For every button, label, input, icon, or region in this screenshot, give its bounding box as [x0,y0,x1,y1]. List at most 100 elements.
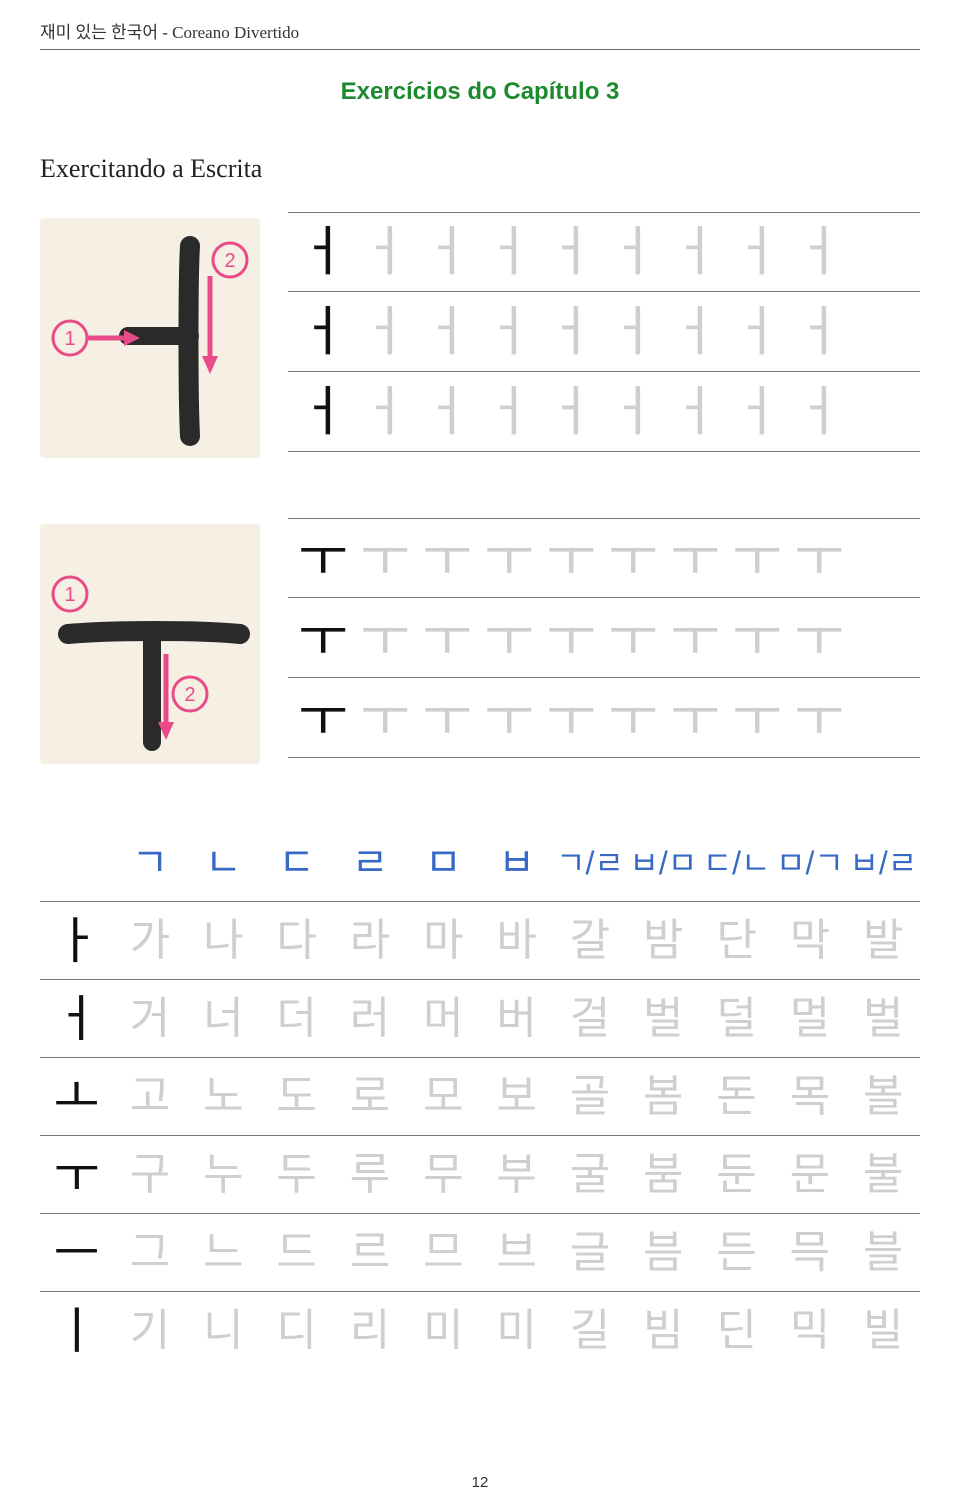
stroke-diagram: 1 2 [40,218,260,458]
syllable-cell: 르 [333,1231,406,1275]
syllable-cell: 붐 [627,1153,700,1197]
syllable-cell: 믹 [773,1309,846,1353]
syllable-cell: 믁 [773,1231,846,1275]
syllable-cell: 막 [773,919,846,963]
column-header: ㄴ [187,843,260,883]
section-title: Exercitando a Escrita [40,154,920,184]
syllable-cell: 나 [187,919,260,963]
trace-glyph-light: ㅓ [416,385,478,439]
syllable-cell: 고 [113,1075,186,1119]
trace-glyph-light: ㅜ [478,531,540,585]
syllable-cell: 라 [333,919,406,963]
practice-block: 1 2 ㅓㅓㅓㅓㅓㅓㅓㅓㅓㅓㅓㅓㅓㅓㅓㅓㅓㅓㅓㅓㅓㅓㅓㅓㅓㅓㅓ [40,212,920,458]
trace-glyph-light: ㅜ [602,691,664,745]
stroke-diagram: 1 2 [40,524,260,764]
trace-glyph-light: ㅓ [602,305,664,359]
trace-glyph-light: ㅓ [354,305,416,359]
syllable-cell: 거 [113,997,186,1041]
table-row: ㅏ가나다라마바갈밤단막발 [40,902,920,980]
syllable-cell: 두 [260,1153,333,1197]
practice-line: ㅓㅓㅓㅓㅓㅓㅓㅓㅓ [288,212,920,292]
syllable-cell: 둔 [700,1153,773,1197]
practice-rows: ㅓㅓㅓㅓㅓㅓㅓㅓㅓㅓㅓㅓㅓㅓㅓㅓㅓㅓㅓㅓㅓㅓㅓㅓㅓㅓㅓ [288,212,920,452]
column-header: ㄷ [260,843,333,883]
syllable-cell: 단 [700,919,773,963]
practice-rows: ㅜㅜㅜㅜㅜㅜㅜㅜㅜㅜㅜㅜㅜㅜㅜㅜㅜㅜㅜㅜㅜㅜㅜㅜㅜㅜㅜ [288,518,920,758]
header-rule [40,49,920,50]
trace-glyph-light: ㅓ [788,305,850,359]
table-row: ㅣ기니디리미미길빔딘믹빌 [40,1292,920,1370]
syllable-cell: 미 [480,1309,553,1353]
table-row: ㅗ고노도로모보골봄돈목볼 [40,1058,920,1136]
column-header: ㅁ/ㄱ [773,847,846,879]
trace-glyph-light: ㅓ [664,225,726,279]
syllable-cell: 버 [480,997,553,1041]
table-row: ㅓ거너더러머버걸벌덜멀벌 [40,980,920,1058]
column-header: ㅂ [480,843,553,883]
trace-glyph-light: ㅓ [788,385,850,439]
table-row: ㅜ구누두루무부굴붐둔문불 [40,1136,920,1214]
trace-glyph-dark: ㅜ [292,691,354,745]
trace-glyph-light: ㅓ [788,225,850,279]
syllable-cell: 드 [260,1231,333,1275]
syllable-cell: 바 [480,919,553,963]
trace-glyph-light: ㅓ [602,225,664,279]
row-header: ㅜ [40,1150,113,1200]
syllable-cell: 로 [333,1075,406,1119]
practice-line: ㅓㅓㅓㅓㅓㅓㅓㅓㅓ [288,372,920,452]
syllable-cell: 루 [333,1153,406,1197]
trace-glyph-light: ㅓ [416,305,478,359]
syllable-cell: 느 [187,1231,260,1275]
syllable-cell: 누 [187,1153,260,1197]
syllable-cell: 리 [333,1309,406,1353]
page-number: 12 [0,1474,960,1491]
syllable-cell: 글 [553,1231,626,1275]
syllable-cell: 븜 [627,1231,700,1275]
syllable-cell: 블 [847,1231,920,1275]
trace-glyph-light: ㅓ [416,225,478,279]
syllable-cell: 더 [260,997,333,1041]
syllable-cell: 도 [260,1075,333,1119]
trace-glyph-light: ㅜ [540,531,602,585]
trace-glyph-light: ㅓ [540,385,602,439]
column-header: ㅂ/ㅁ [627,847,700,879]
trace-glyph-dark: ㅓ [292,385,354,439]
trace-glyph-light: ㅜ [602,611,664,665]
syllable-cell: 디 [260,1309,333,1353]
table-header-row: ㄱㄴㄷㄹㅁㅂㄱ/ㄹㅂ/ㅁㄷ/ㄴㅁ/ㄱㅂ/ㄹ [40,824,920,902]
chapter-title-text: Exercícios do Capítulo 3 [341,78,620,105]
trace-glyph-light: ㅓ [540,305,602,359]
syllable-cell: 멀 [773,997,846,1041]
syllable-cell: 마 [407,919,480,963]
syllable-cell: 모 [407,1075,480,1119]
practice-line: ㅜㅜㅜㅜㅜㅜㅜㅜㅜ [288,678,920,758]
syllable-cell: 문 [773,1153,846,1197]
syllable-cell: 불 [847,1153,920,1197]
syllable-cell: 니 [187,1309,260,1353]
trace-glyph-light: ㅜ [540,691,602,745]
syllable-cell: 든 [700,1231,773,1275]
trace-glyph-light: ㅜ [602,531,664,585]
trace-glyph-light: ㅜ [726,691,788,745]
trace-glyph-dark: ㅓ [292,305,354,359]
trace-glyph-light: ㅓ [354,385,416,439]
trace-glyph-light: ㅓ [726,305,788,359]
trace-glyph-light: ㅜ [788,691,850,745]
column-header: ㄱ/ㄹ [553,847,626,879]
row-header: ㅡ [40,1228,113,1278]
trace-glyph-light: ㅓ [478,305,540,359]
trace-glyph-light: ㅓ [664,305,726,359]
syllable-cell: 발 [847,919,920,963]
svg-text:1: 1 [64,328,75,350]
syllable-cell: 그 [113,1231,186,1275]
practice-line: ㅜㅜㅜㅜㅜㅜㅜㅜㅜ [288,598,920,678]
trace-glyph-light: ㅓ [478,385,540,439]
syllable-cell: 굴 [553,1153,626,1197]
trace-glyph-light: ㅜ [664,531,726,585]
trace-glyph-light: ㅜ [478,611,540,665]
syllable-cell: 기 [113,1309,186,1353]
trace-glyph-light: ㅓ [602,385,664,439]
syllable-cell: 머 [407,997,480,1041]
trace-glyph-dark: ㅜ [292,531,354,585]
syllable-cell: 부 [480,1153,553,1197]
